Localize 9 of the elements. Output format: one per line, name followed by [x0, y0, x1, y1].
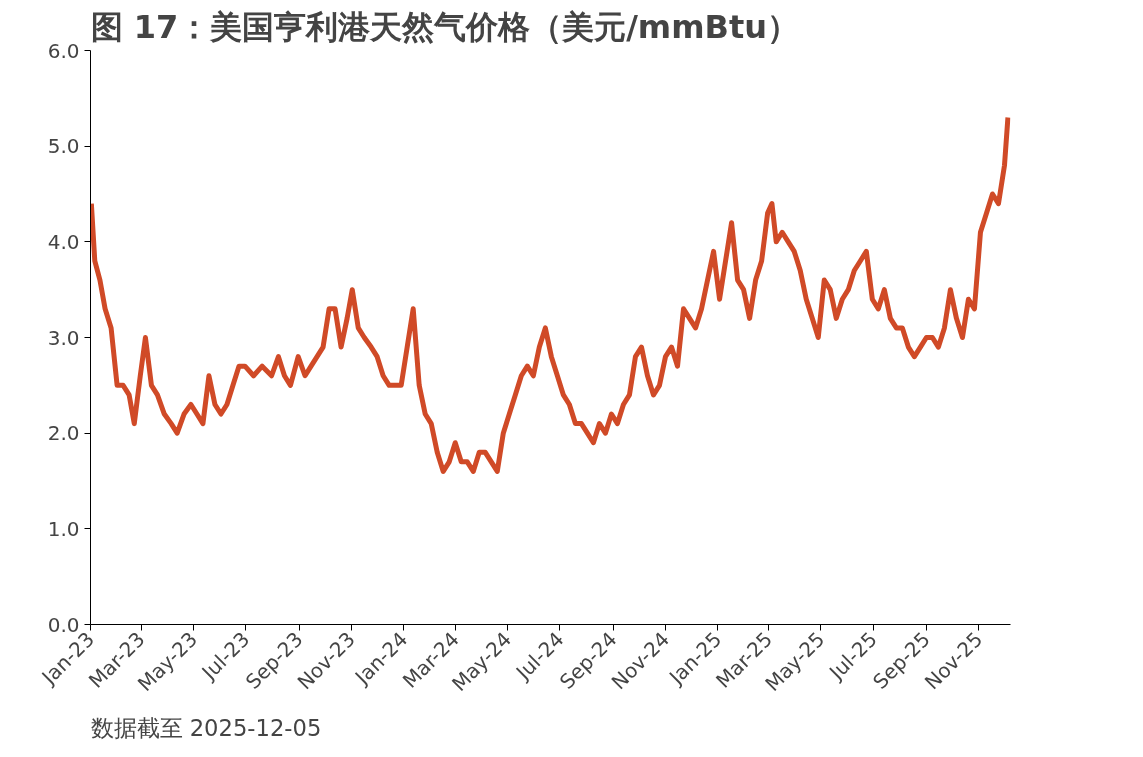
y-tick-label: 0.0	[47, 612, 80, 637]
y-tick-label: 5.0	[47, 134, 80, 159]
y-tick-label: 6.0	[47, 38, 80, 63]
y-tick-label: 1.0	[47, 516, 80, 541]
y-tick-label: 4.0	[47, 229, 80, 254]
text: 数据截至 2025-12-05	[90, 714, 322, 741]
y-tick-label: 2.0	[47, 421, 80, 446]
chart-title: 图 17：美国亨利港天然气价格（美元/mmBtu）	[90, 7, 800, 46]
y-tick-label: 3.0	[47, 325, 80, 350]
